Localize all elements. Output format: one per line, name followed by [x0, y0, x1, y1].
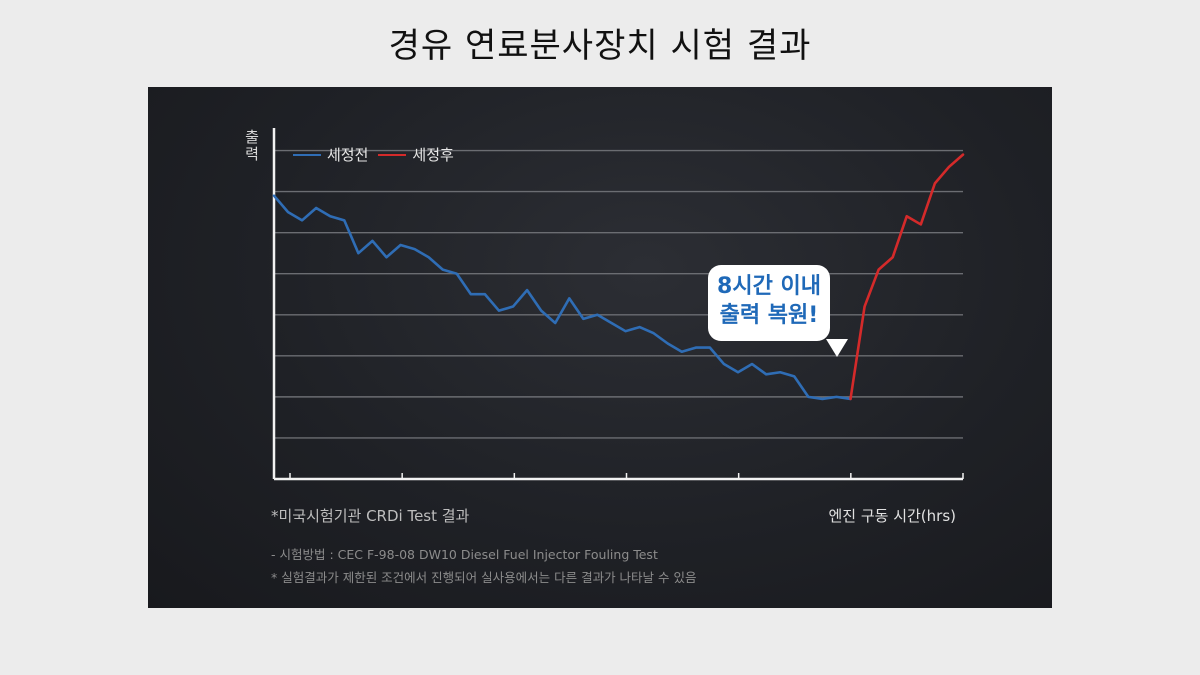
y-axis-label: 출력 [245, 128, 259, 163]
test-method-note: - 시험방법 : CEC F-98-08 DW10 Diesel Fuel In… [271, 547, 658, 562]
legend-swatch-before [293, 153, 321, 156]
legend-label-before: 세정전 [327, 146, 369, 164]
callout-line-2: 출력 복원! [719, 303, 819, 328]
series-line-1 [849, 153, 965, 401]
legend-item-before: 세정전 [293, 144, 368, 165]
callout-line-1: 8시간 이내 [717, 274, 821, 299]
series-line-0 [272, 194, 852, 401]
page-title: 경유 연료분사장치 시험 결과 [388, 26, 812, 66]
legend: 세정전 세정후 [293, 144, 464, 165]
callout-pointer [826, 339, 848, 357]
recovery-callout: 8시간 이내 출력 복원! [708, 265, 830, 341]
x-axis-label: 엔진 구동 시간(hrs) [828, 507, 956, 525]
disclaimer-note: * 실험결과가 제한된 조건에서 진행되어 실사용에서는 다른 결과가 나타날 … [271, 570, 697, 585]
legend-swatch-after [378, 153, 407, 156]
source-note: *미국시험기관 CRDi Test 결과 [271, 507, 470, 525]
legend-label-after: 세정후 [412, 146, 454, 164]
legend-item-after: 세정후 [378, 144, 454, 165]
chart-panel: 출력 세정전 세정후 8시간 이내 출력 복원! *미국시험기관 CRDi Te… [148, 87, 1052, 608]
line-chart [272, 128, 965, 481]
